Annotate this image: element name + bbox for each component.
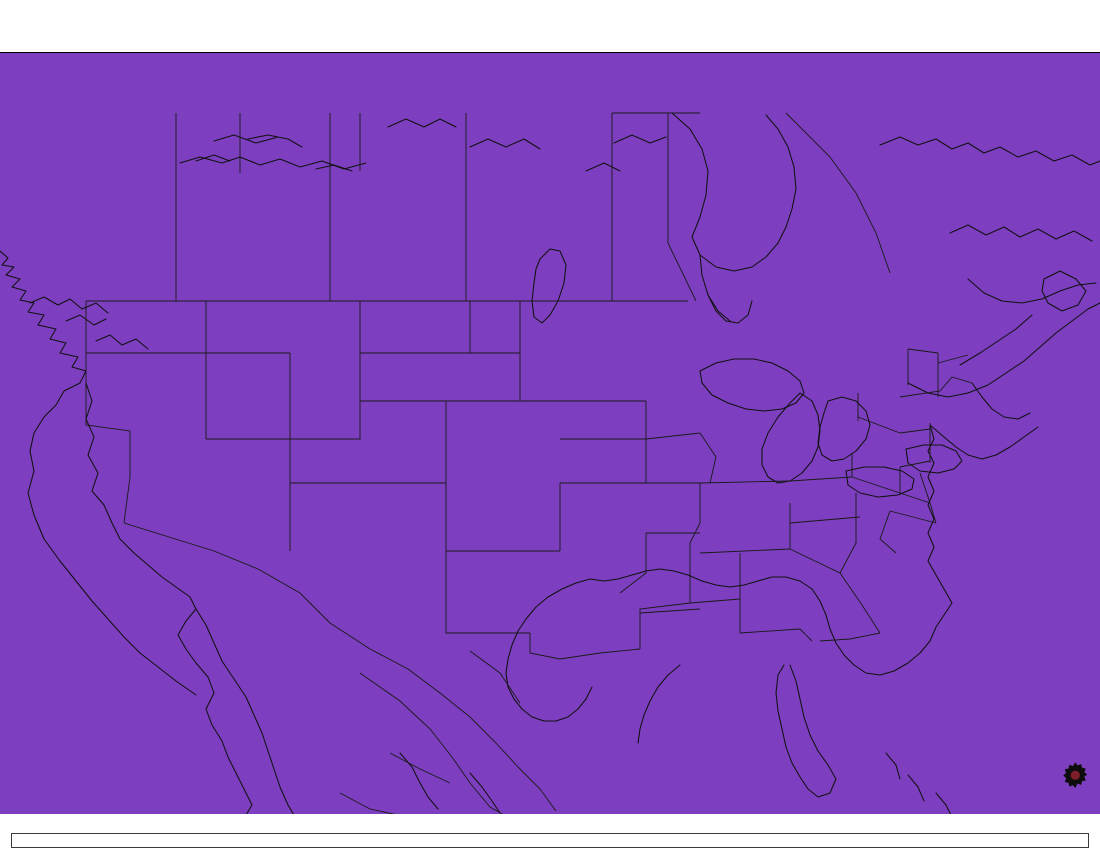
colorbar-gradient	[11, 833, 1089, 848]
map-canvas[interactable]	[0, 52, 1100, 816]
geography-overlay	[0, 112, 1100, 815]
header	[0, 0, 1100, 52]
pivotal-weather-logo	[1061, 749, 1090, 795]
colorbar[interactable]	[0, 814, 1100, 850]
colorbar-tick-labels	[0, 814, 1100, 832]
gear-icon	[1061, 761, 1090, 790]
